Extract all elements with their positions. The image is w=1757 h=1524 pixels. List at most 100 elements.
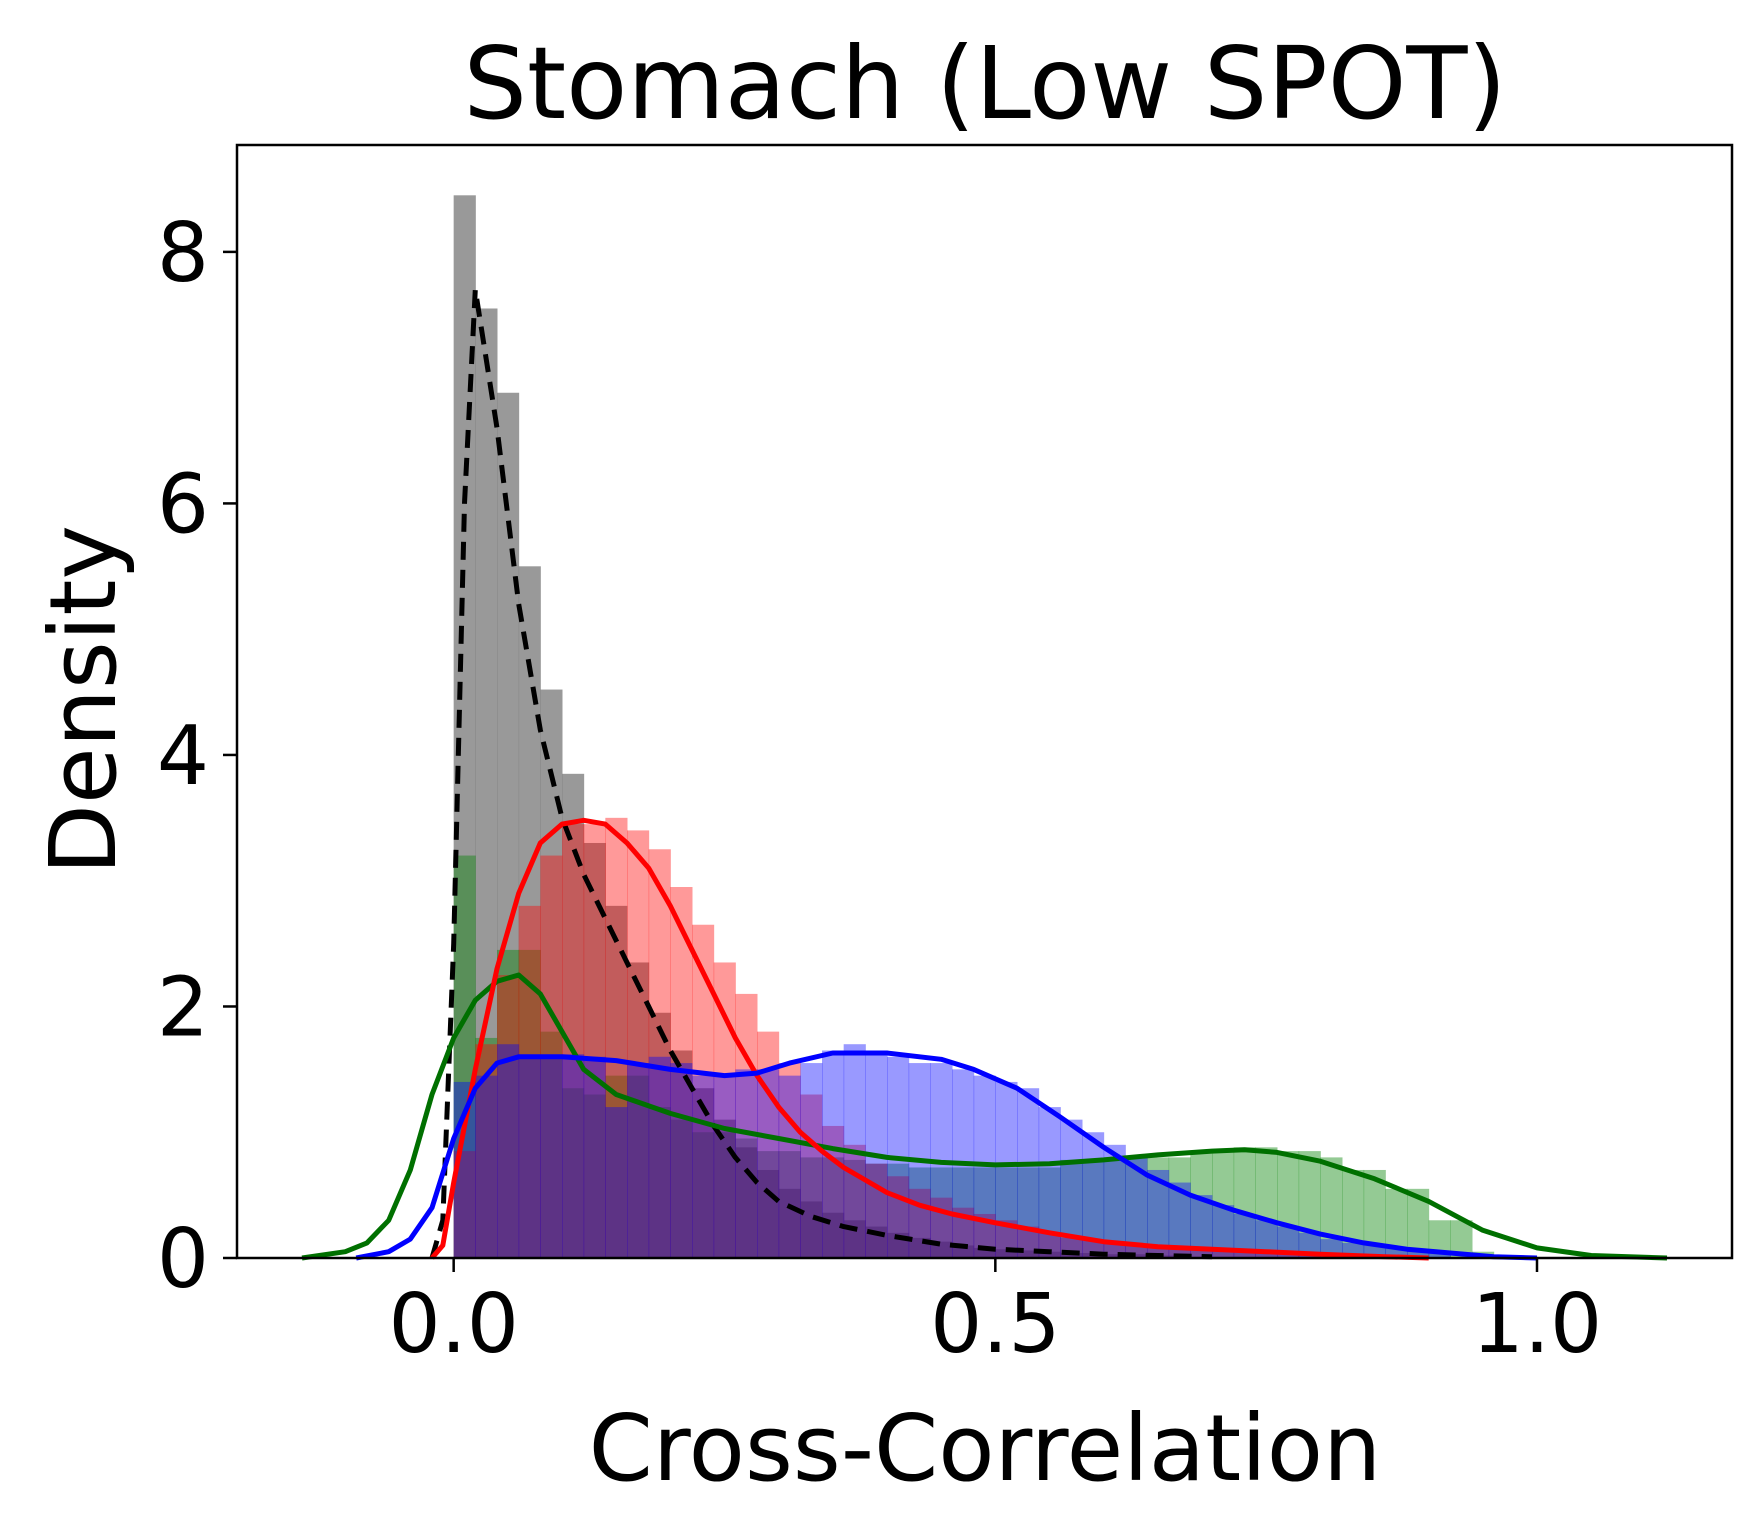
histogram-bar: [973, 1247, 996, 1258]
plot-area: [301, 195, 1668, 1261]
histogram-bar: [757, 1069, 780, 1258]
histogram-bar: [648, 1107, 671, 1258]
y-tick-label: 8: [157, 206, 209, 301]
x-tick-label: 1.0: [1472, 1277, 1602, 1372]
histogram-bar: [1060, 1119, 1083, 1258]
histogram-bar: [1190, 1151, 1213, 1258]
x-axis: 0.0 0.5 1.0: [388, 1258, 1602, 1372]
histogram-bar: [670, 1063, 693, 1258]
histogram-bar: [1233, 1250, 1256, 1258]
histogram-bar: [475, 308, 498, 1258]
histogram-bar: [692, 924, 715, 1258]
histogram-bar: [800, 1063, 823, 1258]
histogram-bar: [475, 1037, 498, 1258]
histogram-bar: [1407, 1250, 1430, 1258]
histogram-series-3: [453, 1044, 1451, 1258]
histogram-bar: [540, 1056, 563, 1258]
histogram-bar: [453, 195, 476, 1259]
y-axis: 0 2 4 6 8: [157, 206, 237, 1307]
histogram-bar: [583, 1094, 606, 1258]
histogram-series-0: [453, 195, 1191, 1259]
histogram-bar: [995, 1249, 1018, 1258]
histogram-bar: [843, 1159, 866, 1258]
histogram-bar: [1255, 1147, 1278, 1258]
histogram-bar: [1060, 1252, 1083, 1258]
histogram-bar: [1038, 1107, 1061, 1258]
histogram-bar: [627, 962, 650, 1258]
histogram-bar: [1168, 1182, 1191, 1258]
histogram-bar: [952, 1245, 975, 1258]
histogram-bar: [1103, 1157, 1126, 1258]
histogram-bar: [1363, 1169, 1386, 1258]
histogram-bar: [735, 1069, 758, 1258]
histogram-bar: [1407, 1188, 1430, 1258]
histogram-bar: [475, 1075, 498, 1258]
histogram-bar: [1385, 1188, 1408, 1258]
histogram-bar: [627, 1075, 650, 1258]
histogram-bar: [648, 1012, 671, 1258]
y-tick-label: 6: [157, 457, 209, 552]
kde-curve-2: [430, 817, 1429, 1261]
histogram-bar: [605, 1107, 628, 1258]
histogram-bar: [822, 1050, 845, 1258]
histogram-bar: [1017, 1167, 1040, 1258]
histogram-bar: [1017, 1088, 1040, 1258]
histogram-bar: [453, 1151, 476, 1258]
histogram-bar: [778, 1188, 801, 1258]
histogram-bar: [973, 1167, 996, 1258]
histogram-bar: [1038, 1251, 1061, 1258]
histogram-bar: [1233, 1213, 1256, 1258]
histogram-bar: [1428, 1252, 1451, 1258]
histogram-bar: [1428, 1220, 1451, 1258]
histogram-bar: [1450, 1220, 1473, 1258]
x-axis-label: Cross-Correlation: [589, 1395, 1382, 1502]
histogram-bar: [1168, 1247, 1191, 1258]
histogram-bar: [583, 824, 606, 1258]
kde-curve-0: [429, 287, 1213, 1260]
histogram-bar: [1017, 1250, 1040, 1258]
x-tick-label: 0.0: [388, 1277, 518, 1372]
histogram-bar: [822, 1157, 845, 1258]
histogram-bar: [518, 1056, 541, 1258]
histogram-bar: [1125, 1254, 1148, 1258]
histogram-bar: [518, 566, 541, 1258]
histogram-bar: [1277, 1252, 1300, 1258]
histogram-bar: [757, 1151, 780, 1258]
histogram-bar: [800, 1157, 823, 1258]
histogram-bar: [995, 1167, 1018, 1258]
histogram-bar: [735, 993, 758, 1258]
histogram-bar: [1082, 1159, 1105, 1258]
histogram-bar: [497, 975, 520, 1258]
histogram-bar: [757, 1031, 780, 1258]
histogram-bar: [562, 1054, 585, 1258]
chart-title: Stomach (Low SPOT): [463, 25, 1506, 142]
histogram-bar: [822, 1125, 845, 1258]
histogram-bar: [692, 1132, 715, 1258]
histogram-bar: [605, 905, 628, 1258]
histogram-bar: [735, 1138, 758, 1258]
histogram-bar: [1082, 1132, 1105, 1258]
histogram-bar: [627, 1063, 650, 1258]
histogram-bar: [908, 1167, 931, 1258]
histogram-bar: [1190, 1195, 1213, 1258]
y-tick-label: 0: [157, 1212, 209, 1307]
histogram-bar: [1342, 1169, 1365, 1258]
histogram-bar: [800, 1201, 823, 1258]
y-tick-label: 4: [157, 709, 209, 804]
histogram-bar: [713, 962, 736, 1258]
histogram-bar: [1103, 1144, 1126, 1258]
histogram-bar: [1190, 1247, 1213, 1258]
histogram-bar: [1277, 1151, 1300, 1258]
histogram-bar: [518, 905, 541, 1258]
histogram-bar: [562, 1088, 585, 1258]
histogram-bar: [1212, 1250, 1235, 1258]
histogram-bar: [1103, 1254, 1126, 1258]
histogram-bar: [757, 1169, 780, 1258]
histogram-bar: [952, 1167, 975, 1258]
histogram-bar: [648, 849, 671, 1258]
histogram-bar: [995, 1081, 1018, 1258]
histogram-bar: [562, 773, 585, 1258]
histogram-bar: [497, 1044, 520, 1258]
